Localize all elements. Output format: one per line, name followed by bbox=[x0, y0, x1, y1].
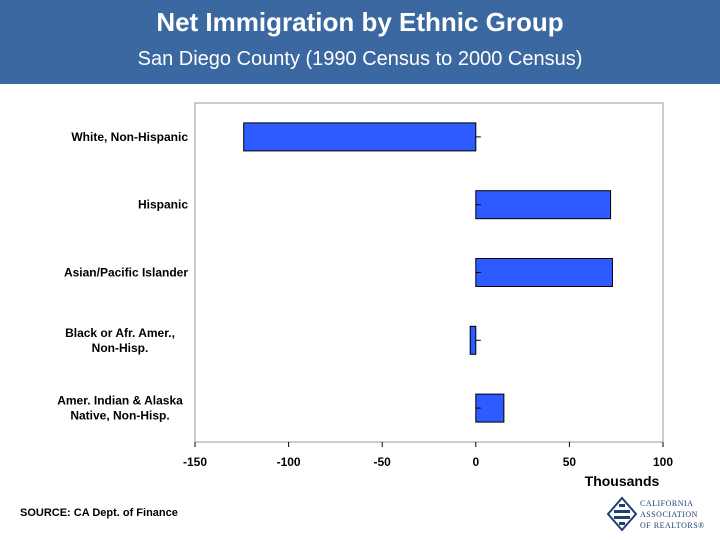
category-label: Non-Hisp. bbox=[92, 341, 149, 355]
x-axis-label: Thousands bbox=[585, 473, 660, 489]
category-label: Native, Non-Hisp. bbox=[70, 409, 169, 423]
x-tick-label: -100 bbox=[277, 455, 301, 469]
logo-mark-icon bbox=[606, 496, 638, 532]
logo-line-3: OF REALTORS® bbox=[640, 521, 705, 530]
logo-line-1: CALIFORNIA bbox=[640, 499, 694, 508]
slide-header: Net Immigration by Ethnic Group San Dieg… bbox=[0, 0, 720, 84]
category-label: Hispanic bbox=[138, 198, 188, 212]
slide-subtitle: San Diego County (1990 Census to 2000 Ce… bbox=[137, 48, 583, 70]
x-tick-label: 100 bbox=[653, 455, 673, 469]
bar-chart: White, Non-Hispanic Hispanic Asian/Pacific… bbox=[57, 102, 673, 489]
car-logo: CALIFORNIA ASSOCIATION OF REALTORS® bbox=[604, 494, 714, 536]
category-label: Amer. Indian & Alaska bbox=[57, 394, 183, 408]
bar-3 bbox=[469, 325, 477, 355]
category-label: Black or Afr. Amer., bbox=[65, 326, 175, 340]
bar-0 bbox=[243, 122, 477, 152]
source-note: SOURCE: CA Dept. of Finance bbox=[20, 507, 178, 519]
plot-frame bbox=[194, 102, 664, 443]
x-tick-label: 0 bbox=[472, 455, 479, 469]
category-label: Asian/Pacific Islander bbox=[64, 266, 188, 280]
slide-title: Net Immigration by Ethnic Group bbox=[156, 7, 564, 37]
bar-1 bbox=[475, 190, 612, 220]
bar-2 bbox=[475, 258, 613, 287]
x-tick-label: -50 bbox=[374, 455, 392, 469]
x-tick-label: 50 bbox=[563, 455, 577, 469]
logo-line-2: ASSOCIATION bbox=[640, 510, 698, 519]
x-tick-label: -150 bbox=[183, 455, 207, 469]
category-label: White, Non-Hispanic bbox=[71, 130, 188, 144]
